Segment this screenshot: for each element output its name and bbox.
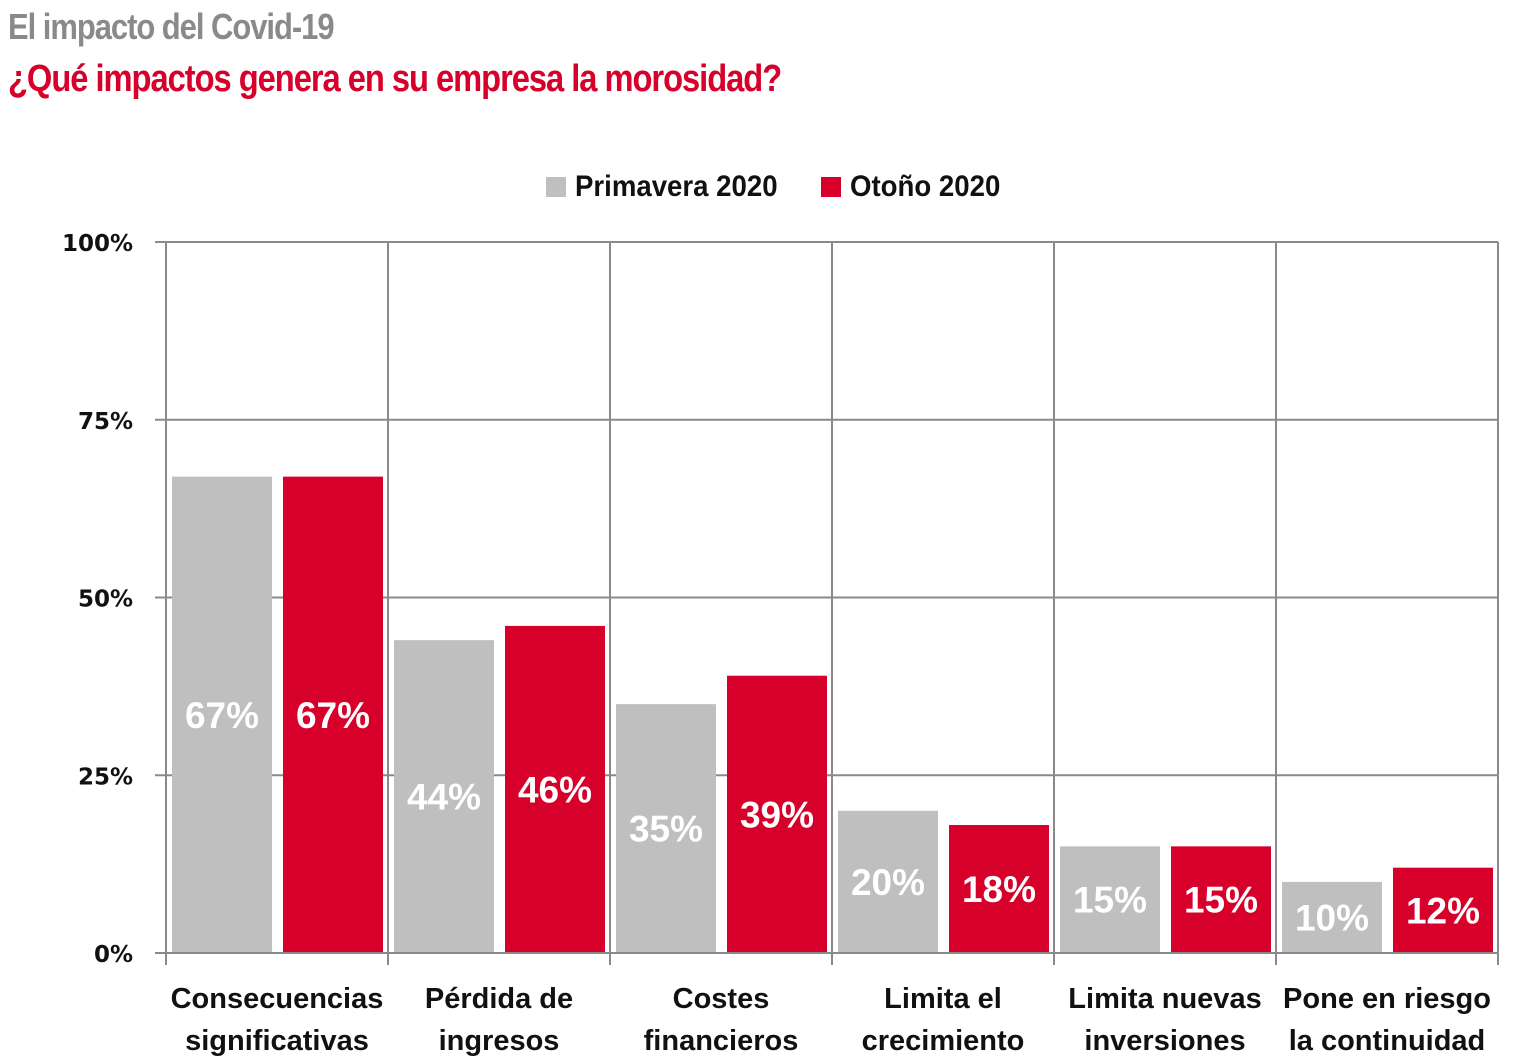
- x-category-label: Limita nuevas: [1068, 983, 1261, 1015]
- bar-otono: [1171, 846, 1271, 953]
- legend-item-otono[interactable]: Otoño 2020: [821, 170, 1013, 204]
- y-tick-label: 0%: [94, 942, 133, 968]
- bar-value-label: 35%: [629, 809, 703, 850]
- bar-value-label: 46%: [518, 769, 592, 810]
- bar-primavera: [838, 810, 938, 953]
- bar-primavera: [394, 640, 494, 953]
- legend-swatch-primavera: [546, 177, 566, 197]
- bar-value-label: 12%: [1406, 890, 1480, 931]
- bar-primavera: [1060, 846, 1160, 953]
- legend: Primavera 2020 Otoño 2020: [546, 170, 1040, 204]
- bar-value-label: 39%: [740, 794, 814, 835]
- legend-swatch-otono: [821, 177, 842, 197]
- bar-value-label: 15%: [1073, 880, 1147, 921]
- bar-otono: [727, 675, 827, 953]
- y-tick-label: 50%: [78, 587, 133, 613]
- legend-label-primavera: Primavera 2020: [575, 170, 778, 203]
- bar-value-label: 67%: [296, 695, 370, 736]
- x-category-label: significativas: [185, 1025, 369, 1057]
- bar-value-label: 15%: [1184, 880, 1258, 921]
- legend-item-primavera[interactable]: Primavera 2020: [546, 170, 795, 204]
- y-tick-label: 100%: [62, 231, 133, 257]
- x-category-label: Costes: [673, 983, 770, 1015]
- bar-value-label: 44%: [407, 777, 481, 818]
- bar-value-label: 20%: [851, 862, 925, 903]
- x-category-label: Pérdida de: [425, 983, 573, 1015]
- x-category-label: financieros: [644, 1025, 799, 1057]
- y-tick-label: 25%: [78, 764, 133, 790]
- bar-otono: [505, 625, 605, 953]
- legend-label-otono: Otoño 2020: [850, 170, 1001, 203]
- bar-value-label: 67%: [185, 695, 259, 736]
- x-category-label: Pone en riesgo: [1283, 983, 1491, 1015]
- chart-title: El impacto del Covid-19: [8, 6, 335, 47]
- bar-otono: [283, 476, 383, 953]
- bar-otono: [1393, 867, 1493, 953]
- bar-value-label: 10%: [1295, 897, 1369, 938]
- y-tick-label: 75%: [78, 409, 133, 435]
- bar-otono: [949, 825, 1049, 953]
- bar-primavera: [172, 476, 272, 953]
- chart-subtitle: ¿Qué impactos genera en su empresa la mo…: [8, 58, 782, 100]
- x-category-label: la continuidad: [1289, 1025, 1486, 1057]
- x-category-label: ingresos: [439, 1025, 560, 1057]
- x-category-label: crecimiento: [862, 1025, 1025, 1057]
- x-category-label: Limita el: [884, 983, 1002, 1015]
- x-category-label: inversiones: [1084, 1025, 1245, 1057]
- bar-primavera: [1282, 881, 1382, 953]
- x-category-label: Consecuencias: [171, 983, 384, 1015]
- bar-primavera: [616, 704, 716, 953]
- bar-value-label: 18%: [962, 869, 1036, 910]
